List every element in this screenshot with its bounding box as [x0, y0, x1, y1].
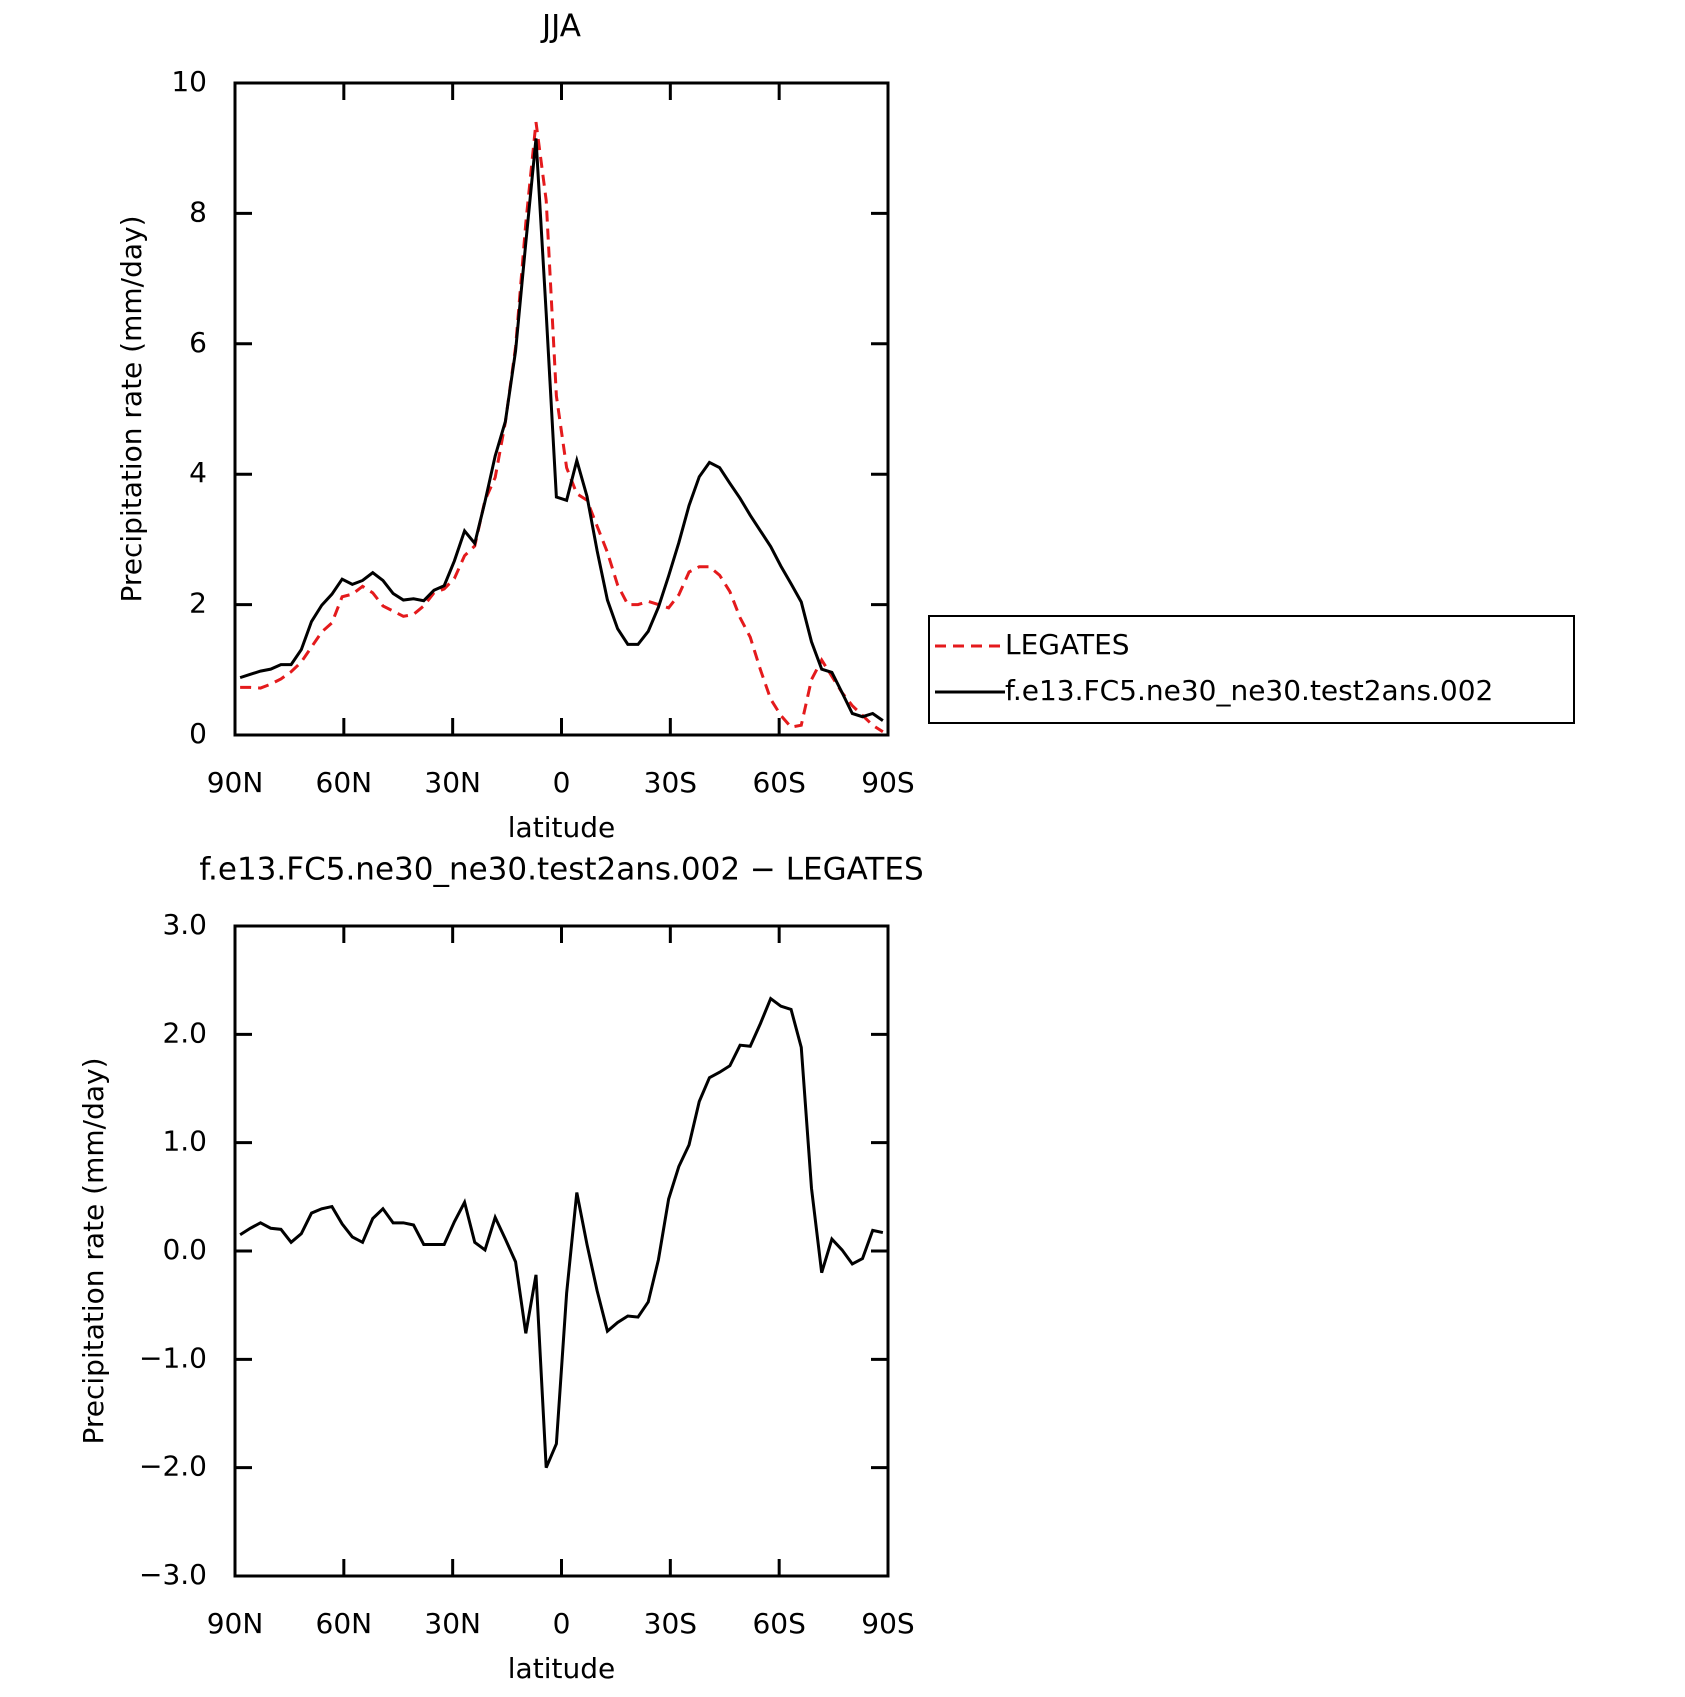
chart-title: JJA [540, 9, 581, 45]
x-tick-label: 0 [553, 766, 571, 799]
x-tick-label: 90N [207, 766, 264, 799]
data-line [239, 138, 884, 722]
y-tick-label: −1.0 [139, 1341, 207, 1374]
y-tick-label: 8 [189, 195, 207, 228]
chart-title: f.e13.FC5.ne30_ne30.test2ans.002 − LEGAT… [199, 852, 923, 888]
x-tick-label: 60S [752, 1607, 805, 1640]
x-tick-label: 60S [752, 766, 805, 799]
y-tick-label: 2 [189, 587, 207, 620]
y-tick-label: 2.0 [162, 1016, 207, 1049]
y-tick-label: 10 [171, 65, 207, 98]
y-tick-label: 3.0 [162, 908, 207, 941]
x-tick-label: 60N [316, 766, 373, 799]
y-axis-label: Precipitation rate (mm/day) [77, 1057, 110, 1444]
x-tick-label: 90S [861, 1607, 914, 1640]
y-axis-label: Precipitation rate (mm/day) [115, 215, 148, 602]
y-tick-label: 6 [189, 326, 207, 359]
y-tick-label: 4 [189, 456, 207, 489]
y-tick-label: −2.0 [139, 1450, 207, 1483]
data-line [239, 996, 884, 1469]
x-axis-label: latitude [508, 811, 615, 844]
plot-frame [233, 924, 890, 1578]
x-axis-label: latitude [508, 1652, 615, 1685]
x-tick-label: 30N [424, 1607, 481, 1640]
x-tick-label: 90N [207, 1607, 264, 1640]
y-tick-label: 0 [189, 717, 207, 750]
data-line [240, 121, 884, 734]
x-tick-label: 60N [316, 1607, 373, 1640]
y-tick-label: −3.0 [139, 1558, 207, 1591]
plot-frame [233, 81, 890, 737]
legend-label: f.e13.FC5.ne30_ne30.test2ans.002 [1005, 674, 1493, 707]
x-tick-label: 30S [644, 1607, 697, 1640]
legend-box [928, 615, 1575, 724]
x-tick-label: 90S [861, 766, 914, 799]
x-tick-label: 30N [424, 766, 481, 799]
x-tick-label: 0 [553, 1607, 571, 1640]
x-tick-label: 30S [644, 766, 697, 799]
legend-label: LEGATES [1005, 628, 1130, 661]
y-tick-label: 1.0 [162, 1125, 207, 1158]
y-tick-label: 0.0 [162, 1233, 207, 1266]
